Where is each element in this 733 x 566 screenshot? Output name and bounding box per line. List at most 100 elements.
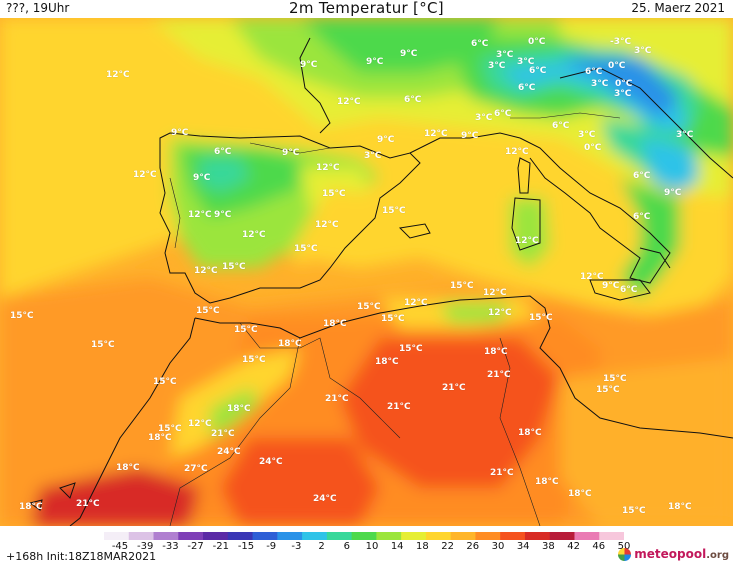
temperature-label: 6°C bbox=[633, 171, 651, 181]
temperature-label: 15°C bbox=[322, 189, 346, 199]
temperature-label: 18°C bbox=[535, 477, 559, 487]
temperature-label: 15°C bbox=[91, 340, 115, 350]
temperature-label: 12°C bbox=[404, 298, 428, 308]
temperature-label: 12°C bbox=[424, 129, 448, 139]
temperature-label: 6°C bbox=[633, 212, 651, 222]
temperature-label: 18°C bbox=[518, 428, 542, 438]
temperature-label: 12°C bbox=[315, 220, 339, 230]
temperature-label: 12°C bbox=[580, 272, 604, 282]
temperature-label: 3°C bbox=[614, 89, 632, 99]
temperature-label: 0°C bbox=[615, 79, 633, 89]
temperature-label: 3°C bbox=[578, 130, 596, 140]
color-scale-swatch bbox=[227, 532, 254, 540]
temperature-label: 15°C bbox=[10, 311, 34, 321]
temperature-label: 9°C bbox=[461, 131, 479, 141]
temperature-label: 12°C bbox=[337, 97, 361, 107]
color-scale-swatch bbox=[599, 532, 624, 540]
run-info: +168h Init:18Z18MAR2021 bbox=[6, 550, 157, 563]
temperature-label: 12°C bbox=[133, 170, 157, 180]
temperature-label: 3°C bbox=[517, 57, 535, 67]
color-scale-swatch bbox=[326, 532, 353, 540]
logo-name: meteopool bbox=[634, 547, 707, 561]
temperature-label: 6°C bbox=[620, 285, 638, 295]
france-med-coast bbox=[409, 132, 521, 154]
color-scale-swatch bbox=[128, 532, 155, 540]
temperature-label: 9°C bbox=[664, 188, 682, 198]
temperature-label: 15°C bbox=[622, 506, 646, 516]
temperature-label: 3°C bbox=[475, 113, 493, 123]
temperature-label: 15°C bbox=[399, 344, 423, 354]
iberia-coast bbox=[159, 132, 421, 304]
temperature-label: 15°C bbox=[450, 281, 474, 291]
temperature-label: 12°C bbox=[242, 230, 266, 240]
color-scale-tick: -27 bbox=[187, 541, 204, 552]
temperature-label: 6°C bbox=[214, 147, 232, 157]
temperature-label: 24°C bbox=[259, 457, 283, 467]
temperature-label: 21°C bbox=[442, 383, 466, 393]
color-scale-swatch bbox=[475, 532, 501, 540]
color-scale-tick: 30 bbox=[491, 541, 505, 552]
temperature-label: 15°C bbox=[153, 377, 177, 387]
temperature-label: 18°C bbox=[668, 502, 692, 512]
color-scale-swatch bbox=[500, 532, 526, 540]
temperature-label: 12°C bbox=[515, 236, 539, 246]
header-bar: ???, 19Uhr 2m Temperatur [°C] 25. Maerz … bbox=[0, 0, 733, 18]
temperature-label: 18°C bbox=[484, 347, 508, 357]
temperature-label: 15°C bbox=[596, 385, 620, 395]
temperature-label: 12°C bbox=[188, 210, 212, 220]
color-scale-swatch bbox=[351, 532, 377, 540]
valid-time-label: ???, 19Uhr bbox=[6, 1, 70, 15]
color-scale-tick: 2 bbox=[318, 541, 325, 552]
temperature-label: 9°C bbox=[366, 57, 384, 67]
temperature-label: 0°C bbox=[584, 143, 602, 153]
temperature-label: 24°C bbox=[313, 494, 337, 504]
sicily bbox=[589, 279, 651, 301]
temperature-label: 3°C bbox=[676, 130, 694, 140]
temperature-label: 9°C bbox=[171, 128, 189, 138]
color-scale-tick: 42 bbox=[567, 541, 580, 552]
color-scale-tick: 38 bbox=[542, 541, 555, 552]
color-scale-tick: 50 bbox=[617, 541, 631, 552]
temperature-label: 12°C bbox=[106, 70, 130, 80]
adriatic-coast bbox=[559, 67, 733, 179]
temperature-label: 18°C bbox=[323, 319, 347, 329]
temperature-label: 15°C bbox=[294, 244, 318, 254]
color-scale-tick: -9 bbox=[266, 541, 277, 552]
temperature-label: 18°C bbox=[568, 489, 592, 499]
color-scale-tick: 14 bbox=[390, 541, 404, 552]
temperature-label: 9°C bbox=[214, 210, 232, 220]
temperature-label: 12°C bbox=[194, 266, 218, 276]
color-scale-swatch bbox=[252, 532, 278, 540]
canary-islands bbox=[28, 482, 76, 511]
color-scale-swatch bbox=[450, 532, 476, 540]
temperature-map: 12°C 9°C 9°C 9°C 6°C 3°C 3°C 3°C 0°C 6°C -3°C 3°C 0°… bbox=[0, 18, 733, 526]
temperature-label: 15°C bbox=[242, 355, 266, 365]
france-atlantic-coast bbox=[299, 37, 331, 134]
temperature-label: 6°C bbox=[518, 83, 536, 93]
temperature-label: 18°C bbox=[278, 339, 302, 349]
temperature-label: 18°C bbox=[375, 357, 399, 367]
italy-coast bbox=[519, 137, 671, 284]
corsica bbox=[517, 157, 531, 194]
temperature-label: 15°C bbox=[222, 262, 246, 272]
temperature-label: 6°C bbox=[552, 121, 570, 131]
temperature-label: 15°C bbox=[196, 306, 220, 316]
temperature-label: 3°C bbox=[488, 61, 506, 71]
temperature-label: 12°C bbox=[483, 288, 507, 298]
temperature-label: 9°C bbox=[400, 49, 418, 59]
morocco-atlantic-coast bbox=[69, 317, 196, 526]
map-title: 2m Temperatur [°C] bbox=[289, 0, 444, 17]
temperature-shading bbox=[0, 18, 733, 526]
temperature-label: 21°C bbox=[487, 370, 511, 380]
coastlines bbox=[28, 37, 733, 526]
temperature-label: 21°C bbox=[76, 499, 100, 509]
color-scale-swatch bbox=[104, 532, 130, 540]
temperature-field bbox=[0, 18, 733, 526]
color-scale-tick: 34 bbox=[516, 541, 530, 552]
color-scale-swatch bbox=[401, 532, 427, 540]
temperature-label: 6°C bbox=[585, 67, 603, 77]
temperature-label: 6°C bbox=[404, 95, 422, 105]
temperature-label: 0°C bbox=[528, 37, 546, 47]
country-borders bbox=[169, 112, 621, 526]
meteopool-logo[interactable]: meteopool.org bbox=[618, 546, 729, 562]
